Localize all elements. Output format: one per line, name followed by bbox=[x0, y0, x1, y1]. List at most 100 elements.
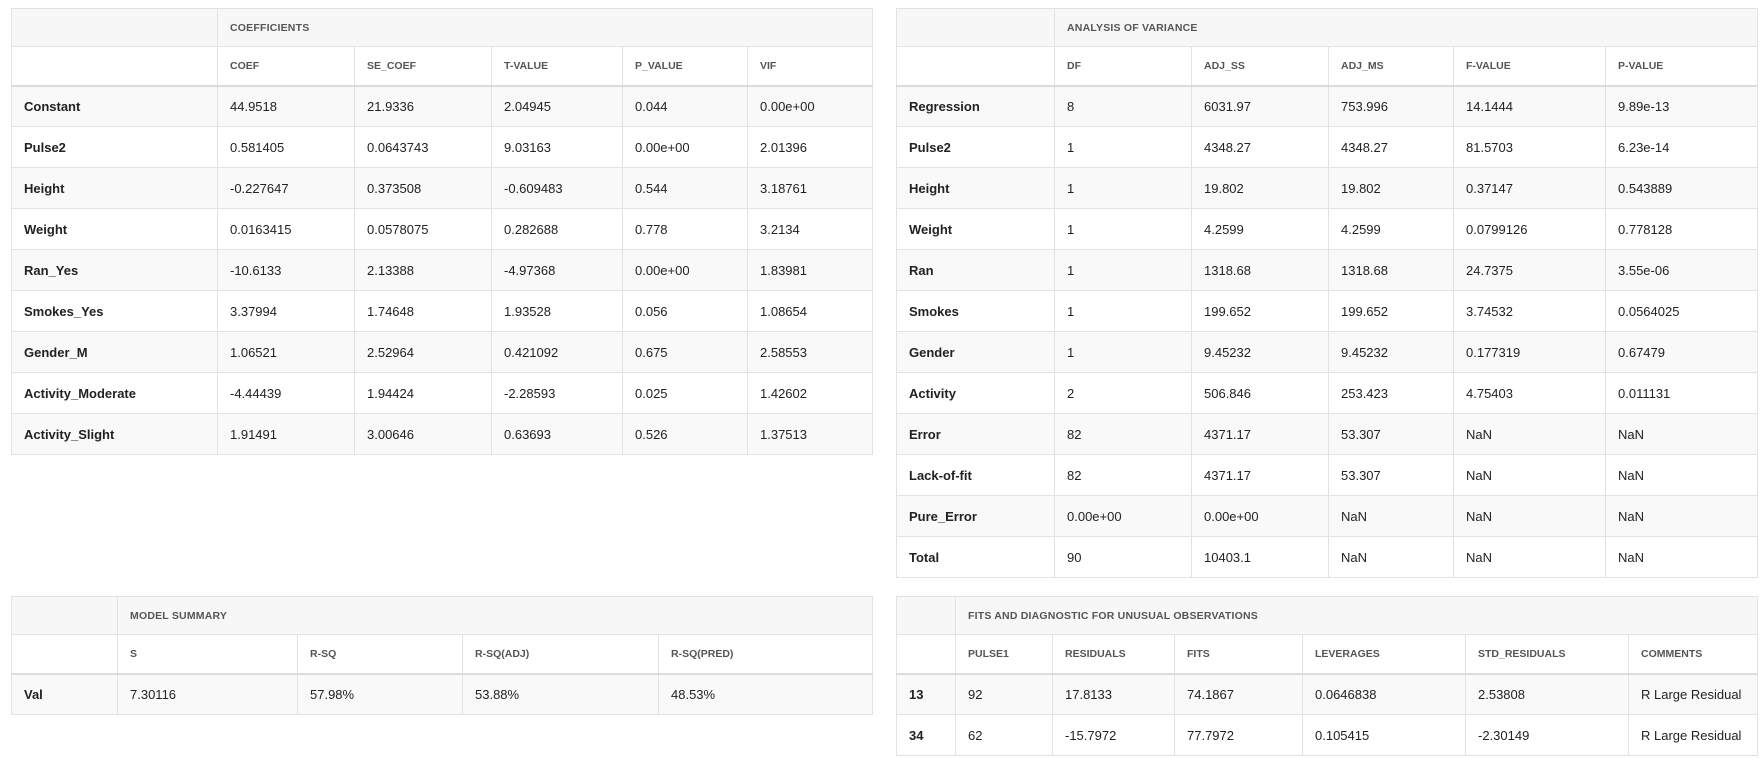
coef-row-label: Smokes_Yes bbox=[11, 290, 218, 332]
fits-diagnostics-table: FITS AND DIAGNOSTIC FOR UNUSUAL OBSERVAT… bbox=[896, 596, 1759, 756]
coef-table-row: Ran_Yes -10.6133 2.13388 -4.97368 0.00e+00 1.… bbox=[11, 249, 874, 291]
coef-cell: -0.227647 bbox=[217, 167, 355, 209]
fits-cell: 17.8133 bbox=[1052, 673, 1175, 715]
coef-cell: 2.13388 bbox=[354, 249, 492, 291]
fits-table-row: 13 92 17.8133 74.1867 0.0646838 2.53808 R Larg… bbox=[896, 673, 1759, 715]
anova-cell: 10403.1 bbox=[1191, 536, 1329, 578]
anova-row-label: Total bbox=[896, 536, 1055, 578]
coef-cell: 1.83981 bbox=[746, 249, 874, 291]
fits-column-header: PULSE1 bbox=[955, 634, 1053, 675]
anova-cell: NaN bbox=[1604, 536, 1759, 578]
coef-cell: 1.06521 bbox=[217, 331, 355, 373]
anova-table-row: Pure_Error 0.00e+00 0.00e+00 NaN NaN NaN bbox=[896, 495, 1759, 537]
anova-cell: 253.423 bbox=[1328, 372, 1454, 414]
coef-column-header: COEF bbox=[217, 46, 355, 87]
fits-title-row: FITS AND DIAGNOSTIC FOR UNUSUAL OBSERVAT… bbox=[896, 596, 1759, 635]
anova-table-row: Gender 1 9.45232 9.45232 0.177319 0.67479 bbox=[896, 331, 1759, 373]
summary-column-header: R-SQ(PRED) bbox=[657, 634, 874, 675]
fits-cell: -2.30149 bbox=[1465, 714, 1629, 756]
fits-cell: 74.1867 bbox=[1174, 673, 1303, 715]
coef-cell: 0.675 bbox=[622, 331, 748, 373]
fits-column-header-corner bbox=[896, 634, 956, 675]
coef-cell: 9.03163 bbox=[491, 126, 623, 168]
anova-table-row: Lack-of-fit 82 4371.17 53.307 NaN NaN bbox=[896, 454, 1759, 496]
anova-cell: 82 bbox=[1054, 413, 1192, 455]
fits-cell: 62 bbox=[955, 714, 1053, 756]
coef-cell: -4.97368 bbox=[491, 249, 623, 291]
anova-cell: 1 bbox=[1054, 249, 1192, 291]
anova-cell: NaN bbox=[1604, 413, 1759, 455]
anova-row-label: Smokes bbox=[896, 290, 1055, 332]
anova-cell: 0.0564025 bbox=[1604, 290, 1759, 332]
anova-row-label: Pulse2 bbox=[896, 126, 1055, 168]
fits-cell: 77.7972 bbox=[1174, 714, 1303, 756]
summary-column-header: R-SQ(ADJ) bbox=[462, 634, 659, 675]
coef-cell: 0.778 bbox=[622, 208, 748, 250]
anova-cell: NaN bbox=[1328, 495, 1454, 537]
anova-cell: 19.802 bbox=[1191, 167, 1329, 209]
anova-cell: 753.996 bbox=[1328, 85, 1454, 127]
anova-cell: 1 bbox=[1054, 167, 1192, 209]
coef-cell: 1.42602 bbox=[746, 372, 874, 414]
fits-column-header: RESIDUALS bbox=[1052, 634, 1175, 675]
anova-cell: 82 bbox=[1054, 454, 1192, 496]
summary-column-header: R-SQ bbox=[297, 634, 463, 675]
anova-cell: NaN bbox=[1453, 413, 1606, 455]
coef-row-label: Activity_Moderate bbox=[11, 372, 218, 414]
coef-cell: 0.0578075 bbox=[354, 208, 492, 250]
anova-column-header-corner bbox=[896, 46, 1055, 87]
coef-row-label: Weight bbox=[11, 208, 218, 250]
coefficients-table: COEFFICIENTS COEF SE_COEF T-VALUE P_VALUE VIF… bbox=[11, 8, 874, 455]
coef-cell: 21.9336 bbox=[354, 85, 492, 127]
coef-table-row: Gender_M 1.06521 2.52964 0.421092 0.675 2.585… bbox=[11, 331, 874, 373]
anova-cell: 199.652 bbox=[1328, 290, 1454, 332]
anova-cell: 1318.68 bbox=[1191, 249, 1329, 291]
coef-cell: 1.91491 bbox=[217, 413, 355, 455]
anova-row-label: Regression bbox=[896, 85, 1055, 127]
coef-table-row: Smokes_Yes 3.37994 1.74648 1.93528 0.056 1.08… bbox=[11, 290, 874, 332]
fits-row-label: 13 bbox=[896, 673, 956, 715]
anova-row-label: Weight bbox=[896, 208, 1055, 250]
coef-table-row: Activity_Moderate -4.44439 1.94424 -2.28593… bbox=[11, 372, 874, 414]
anova-row-label: Pure_Error bbox=[896, 495, 1055, 537]
fits-cell: 0.105415 bbox=[1302, 714, 1466, 756]
anova-cell: 9.45232 bbox=[1328, 331, 1454, 373]
coef-cell: 0.0163415 bbox=[217, 208, 355, 250]
anova-cell: NaN bbox=[1604, 495, 1759, 537]
coef-cell: 1.37513 bbox=[746, 413, 874, 455]
anova-cell: 0.0799126 bbox=[1453, 208, 1606, 250]
coef-row-label: Activity_Slight bbox=[11, 413, 218, 455]
anova-cell: 4371.17 bbox=[1191, 413, 1329, 455]
coef-column-header-row: COEF SE_COEF T-VALUE P_VALUE VIF bbox=[11, 46, 874, 87]
coef-cell: 0.00e+00 bbox=[622, 249, 748, 291]
fits-corner-cell bbox=[896, 596, 956, 635]
coef-cell: 0.526 bbox=[622, 413, 748, 455]
coef-cell: -4.44439 bbox=[217, 372, 355, 414]
fits-column-header: STD_RESIDUALS bbox=[1465, 634, 1629, 675]
coef-row-label: Pulse2 bbox=[11, 126, 218, 168]
anova-cell: 0.011131 bbox=[1604, 372, 1759, 414]
anova-row-label: Height bbox=[896, 167, 1055, 209]
coef-cell: 0.00e+00 bbox=[622, 126, 748, 168]
coef-cell: 2.04945 bbox=[491, 85, 623, 127]
summary-table-row: Val 7.30116 57.98% 53.88% 48.53% bbox=[11, 673, 874, 715]
anova-cell: 4.75403 bbox=[1453, 372, 1606, 414]
anova-cell: 90 bbox=[1054, 536, 1192, 578]
fits-column-header: LEVERAGES bbox=[1302, 634, 1466, 675]
fits-cell: 0.0646838 bbox=[1302, 673, 1466, 715]
summary-cell: 7.30116 bbox=[117, 673, 298, 715]
anova-row-label: Error bbox=[896, 413, 1055, 455]
anova-row-label: Gender bbox=[896, 331, 1055, 373]
anova-table-row: Ran 1 1318.68 1318.68 24.7375 3.55e-06 bbox=[896, 249, 1759, 291]
coef-cell: 3.2134 bbox=[746, 208, 874, 250]
anova-cell: NaN bbox=[1328, 536, 1454, 578]
coef-cell: 0.581405 bbox=[217, 126, 355, 168]
coef-column-header-corner bbox=[11, 46, 218, 87]
coef-cell: 0.044 bbox=[622, 85, 748, 127]
anova-cell: 0.778128 bbox=[1604, 208, 1759, 250]
anova-table-row: Total 90 10403.1 NaN NaN NaN bbox=[896, 536, 1759, 578]
anova-cell: 1 bbox=[1054, 331, 1192, 373]
coef-cell: 0.373508 bbox=[354, 167, 492, 209]
anova-cell: 4.2599 bbox=[1191, 208, 1329, 250]
coef-title: COEFFICIENTS bbox=[216, 8, 874, 47]
